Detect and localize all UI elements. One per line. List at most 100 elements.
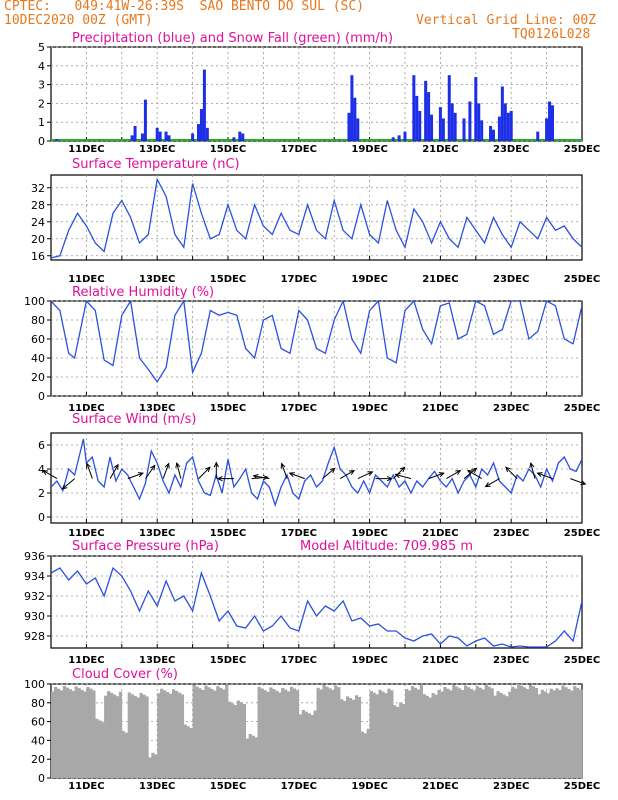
cloud-bar [319,689,323,778]
cloud-bar [481,689,485,778]
cloud-bar [528,684,533,778]
precip-bar [480,120,484,141]
cloud-bar [475,686,480,778]
wind-vector-head [536,472,543,478]
precip-bar [536,131,540,141]
cloud-bar [399,702,403,778]
cloud-bar [505,696,509,778]
precip-bar [202,69,206,141]
y-tick-label: 5 [38,41,45,54]
cloud-bar [502,694,506,778]
cloud-bar [74,686,78,778]
cloud-bar [493,695,497,778]
precip-bar [143,99,147,141]
x-tick-label: 11DEC [68,144,104,155]
x-tick-label: 21DEC [422,274,458,285]
cloud-bar [151,752,155,778]
cloud-bar [446,688,450,778]
cloud-bar [118,691,123,778]
cloud-bar [177,692,182,778]
cloud-bar [228,701,232,778]
x-tick-label: 21DEC [422,781,458,792]
x-tick-label: 21DEC [422,655,458,666]
panel-3 [42,432,587,524]
cloud-bar [219,687,223,778]
panel-1 [47,174,583,261]
y-tick-label: 0 [38,511,45,524]
precip-bar [403,131,407,141]
precip-bar [509,110,513,141]
cloud-bar [201,690,205,778]
y-tick-label: 4 [38,463,45,476]
cloud-bar [357,696,362,778]
wind-vector-head [386,475,393,482]
x-tick-label: 23DEC [493,781,529,792]
precip-bar [500,86,504,141]
y-tick-label: 934 [24,570,45,583]
y-tick-label: 930 [24,610,45,623]
cloud-bar [555,688,559,778]
precip-bar [545,118,549,141]
cloud-bar [263,690,267,778]
x-tick-label: 25DEC [564,528,600,539]
panel-frame [50,432,583,524]
cloud-bar [348,698,353,778]
cloud-bar [289,686,294,778]
cloud-bar [407,690,412,778]
cloud-bar [449,690,453,778]
header-line1: CPTEC: 049:41W-26:39S SAO BENTO DO SUL (… [4,0,365,14]
precip-bar [55,139,59,141]
cloud-bar [511,686,515,778]
x-tick-label: 21DEC [422,528,458,539]
wind-vector [428,472,444,480]
wind-vector [162,463,170,479]
cloud-bar [372,692,376,778]
y-tick-label: 2 [38,97,45,110]
cloud-bar [561,685,565,778]
cloud-bar [166,692,170,778]
cloud-bar [301,709,305,778]
y-tick-label: 28 [31,199,45,212]
y-tick-label: 100 [24,678,45,691]
cloud-bar [92,690,96,778]
wind-vector-head [505,466,511,473]
wind-vector-head [471,467,478,474]
cloud-bar [458,688,462,778]
cloud-bar [440,691,444,778]
cloud-bar [180,694,185,778]
cloud-bar [334,685,338,778]
cloud-bar [387,688,391,778]
cloud-bar [381,691,385,778]
precip-bar [391,137,395,141]
precip-bar [551,105,554,141]
cloud-bar [304,711,308,778]
precip-bar [424,80,428,141]
cloud-bar [405,688,409,778]
wind-vector-head [164,462,170,469]
cloud-bar [390,690,394,778]
cloud-bar [517,684,521,778]
x-tick-label: 19DEC [351,528,387,539]
panel-frame [50,174,583,261]
x-tick-label: 11DEC [68,781,104,792]
x-tick-label: 23DEC [493,274,529,285]
precip-bar [205,127,209,141]
cloud-bar [133,695,137,778]
cloud-bar [307,713,311,778]
x-tick-label: 15DEC [210,528,246,539]
cloud-bar [573,686,577,778]
cloud-bar [292,688,297,778]
cloud-bar [95,718,99,778]
precip-bar [450,103,454,141]
cloud-bar [275,690,279,778]
cloud-bar [487,686,491,778]
precip-bar [430,114,434,141]
cloud-bar [189,727,193,778]
cloud-bar [110,692,114,778]
precip-bar [130,135,134,141]
cloud-bar [484,684,488,778]
cloud-bar [452,684,456,778]
x-tick-label: 15DEC [210,274,246,285]
cloud-bar [157,693,161,778]
y-tick-label: 24 [31,216,45,229]
